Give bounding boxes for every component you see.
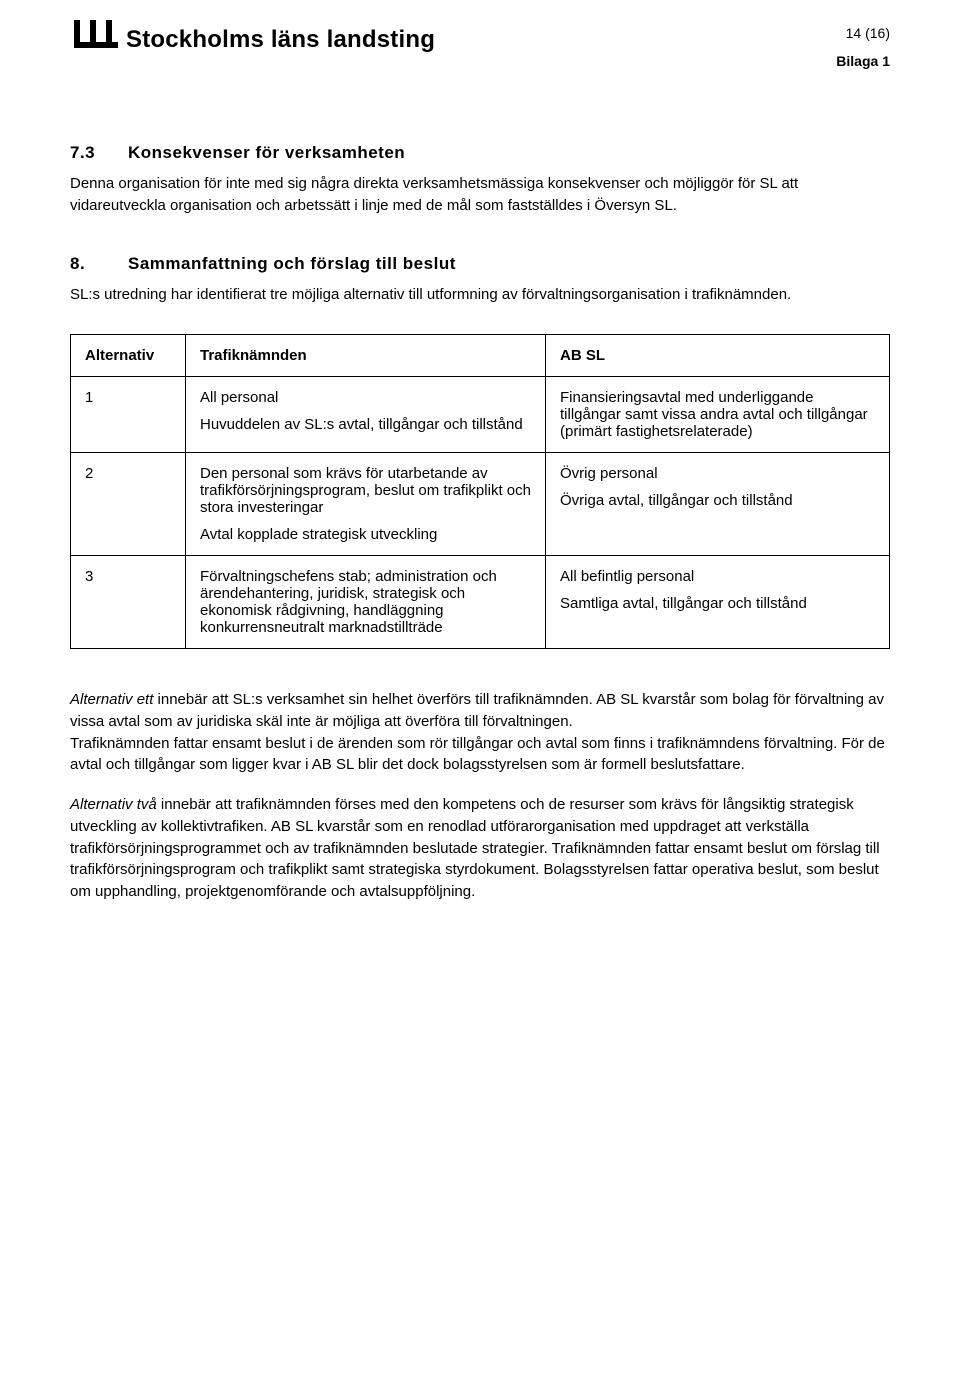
section-8-body: SL:s utredning har identifierat tre möjl… <box>70 284 890 306</box>
section-7-3-body: Denna organisation för inte med sig någr… <box>70 173 890 217</box>
org-name: Stockholms läns landsting <box>126 26 435 54</box>
section-number: 7.3 <box>70 143 104 163</box>
table-header-row: Alternativ Trafiknämnden AB SL <box>71 335 890 377</box>
page-header: Stockholms läns landsting 14 (16) Bilaga… <box>70 20 890 73</box>
table-cell: Den personal som krävs för utarbetande a… <box>186 453 546 556</box>
table-header-cell: Alternativ <box>71 335 186 377</box>
alt2-rest: innebär att trafiknämnden förses med den… <box>70 796 880 900</box>
logo-block: Stockholms läns landsting <box>70 20 435 60</box>
cell-line: Den personal som krävs för utarbetande a… <box>200 465 531 516</box>
table-cell: Förvaltningschefens stab; administration… <box>186 556 546 649</box>
content: 7.3 Konsekvenser för verksamheten Denna … <box>70 143 890 903</box>
document-page: Stockholms läns landsting 14 (16) Bilaga… <box>0 0 960 1391</box>
table-row: 1 All personal Huvuddelen av SL:s avtal,… <box>71 377 890 453</box>
cell-line: Övrig personal <box>560 465 875 482</box>
table-body: 1 All personal Huvuddelen av SL:s avtal,… <box>71 377 890 649</box>
page-meta: 14 (16) Bilaga 1 <box>836 22 890 73</box>
table-cell: 2 <box>71 453 186 556</box>
table-cell: Finansieringsavtal med underliggande til… <box>546 377 890 453</box>
attachment-label: Bilaga 1 <box>836 50 890 72</box>
table-cell: Övrig personal Övriga avtal, tillgångar … <box>546 453 890 556</box>
table-cell: All befintlig personal Samtliga avtal, t… <box>546 556 890 649</box>
cell-line: All personal <box>200 389 531 406</box>
cell-line: Övriga avtal, tillgångar och tillstånd <box>560 492 875 509</box>
sll-logo-icon <box>70 20 118 60</box>
cell-line: All befintlig personal <box>560 568 875 585</box>
cell-line: Finansieringsavtal med underliggande til… <box>560 389 875 440</box>
cell-line: Samtliga avtal, tillgångar och tillstånd <box>560 595 875 612</box>
alt1-cont: Trafiknämnden fattar ensamt beslut i de … <box>70 735 885 774</box>
alt1-paragraph: Alternativ ett innebär att SL:s verksamh… <box>70 689 890 776</box>
section-8-heading: 8. Sammanfattning och förslag till beslu… <box>70 254 890 274</box>
cell-line: Huvuddelen av SL:s avtal, tillgångar och… <box>200 416 531 433</box>
table-cell: 1 <box>71 377 186 453</box>
table-cell: 3 <box>71 556 186 649</box>
table-header-cell: Trafiknämnden <box>186 335 546 377</box>
section-number: 8. <box>70 254 104 274</box>
cell-line: Förvaltningschefens stab; administration… <box>200 568 531 636</box>
section-title: Konsekvenser för verksamheten <box>128 143 405 163</box>
page-number: 14 (16) <box>836 22 890 44</box>
alt1-lead: Alternativ ett <box>70 691 153 708</box>
section-7-3-heading: 7.3 Konsekvenser för verksamheten <box>70 143 890 163</box>
alt2-lead: Alternativ två <box>70 796 157 813</box>
table-header-cell: AB SL <box>546 335 890 377</box>
alt2-paragraph: Alternativ två innebär att trafiknämnden… <box>70 794 890 903</box>
cell-line: Avtal kopplade strategisk utveckling <box>200 526 531 543</box>
alt1-rest: innebär att SL:s verksamhet sin helhet ö… <box>70 691 884 730</box>
table-row: 3 Förvaltningschefens stab; administrati… <box>71 556 890 649</box>
alternatives-table: Alternativ Trafiknämnden AB SL 1 All per… <box>70 334 890 649</box>
table-row: 2 Den personal som krävs för utarbetande… <box>71 453 890 556</box>
table-cell: All personal Huvuddelen av SL:s avtal, t… <box>186 377 546 453</box>
section-title: Sammanfattning och förslag till beslut <box>128 254 456 274</box>
